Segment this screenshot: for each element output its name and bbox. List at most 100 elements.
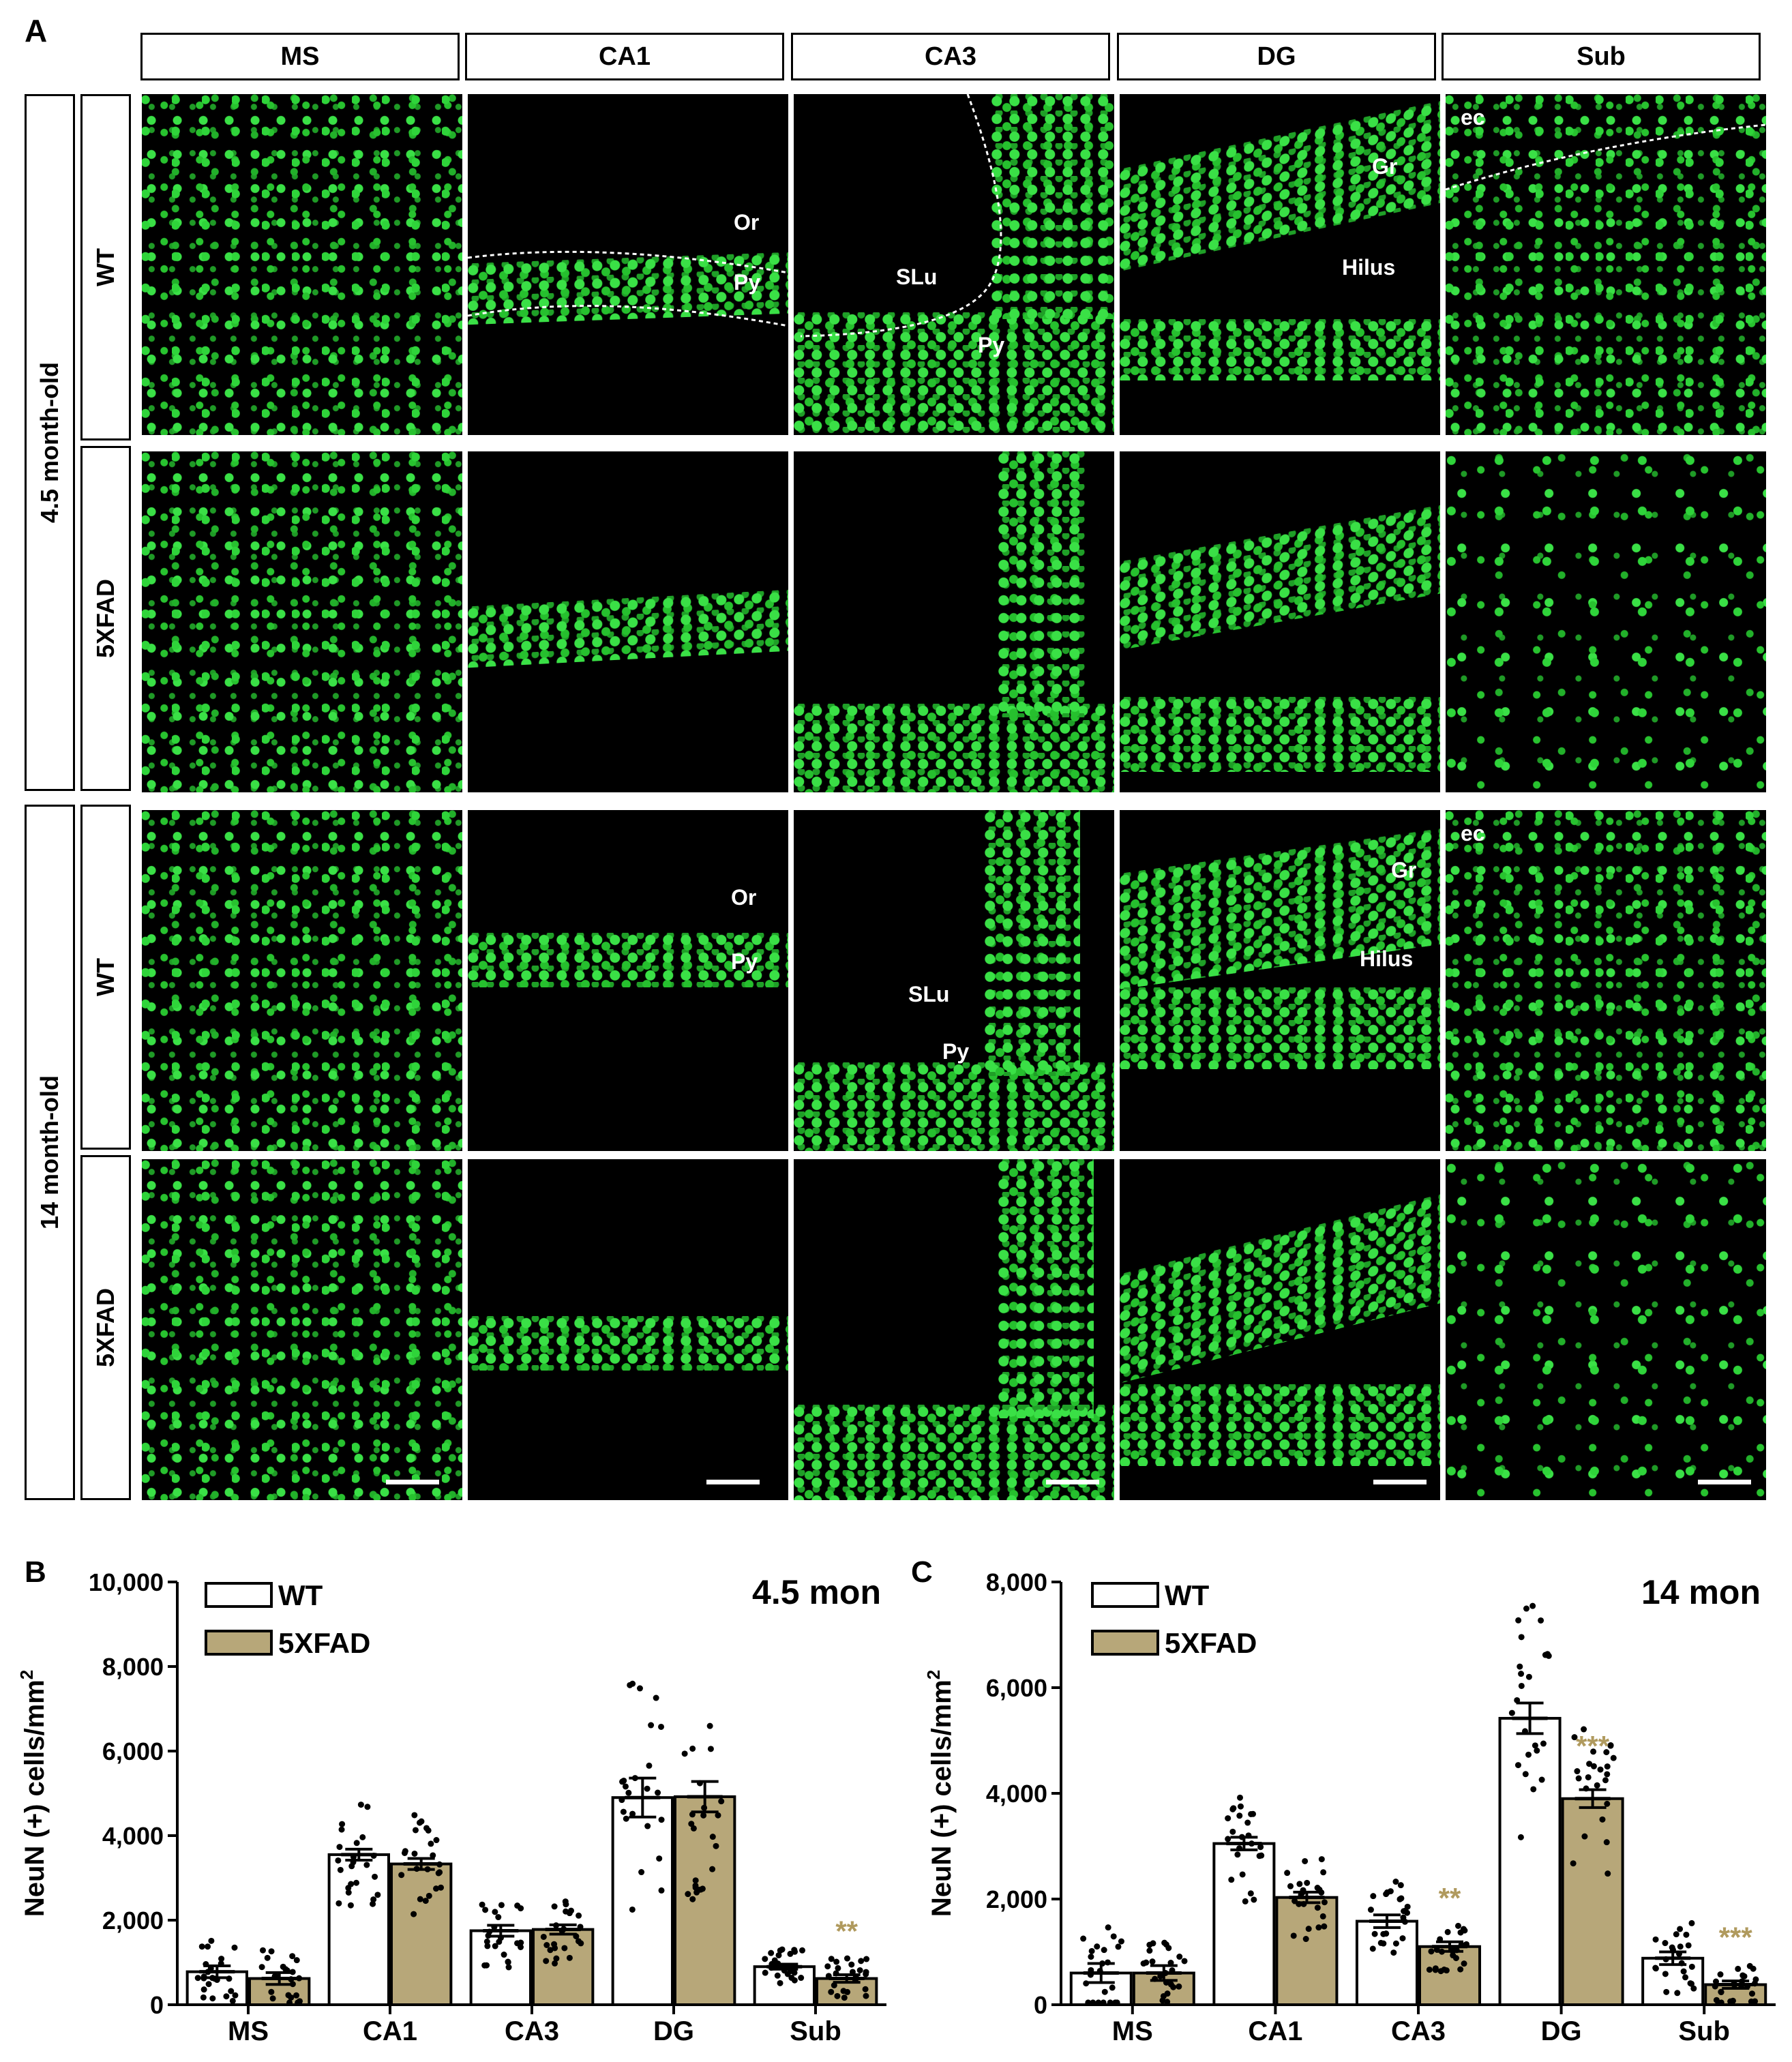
data-dot [655, 1789, 661, 1796]
data-dot [551, 1903, 558, 1910]
data-dot [1610, 1754, 1617, 1761]
data-dot [1181, 1958, 1188, 1964]
data-dot [787, 1950, 794, 1957]
data-dot [1296, 1881, 1303, 1887]
data-dot [1523, 1605, 1529, 1612]
data-dot [625, 1789, 632, 1796]
data-dot [428, 1840, 434, 1847]
data-dot [551, 1941, 558, 1947]
data-dot [1517, 1834, 1524, 1840]
data-dot [194, 1975, 201, 1982]
data-dot [501, 1952, 507, 1958]
x-tick-label: CA1 [363, 2016, 417, 2046]
micrograph-sub-wt-4-5: ec [1446, 94, 1766, 435]
legend-label-5xfad: 5XFAD [1165, 1627, 1257, 1659]
data-dot [620, 1808, 627, 1815]
data-dot [618, 1797, 625, 1804]
bar-5xfad-ca3 [532, 1928, 595, 2007]
micrograph-ca3-5xfad-4-5 [794, 451, 1114, 792]
data-dot [1514, 1762, 1521, 1769]
data-dot [1237, 1803, 1244, 1810]
data-dot [718, 1798, 725, 1805]
data-dot [374, 1892, 381, 1898]
micrograph-ms-wt-14 [142, 810, 462, 1151]
data-dot [1370, 1893, 1377, 1900]
data-dot [229, 1997, 236, 2004]
data-dot [1314, 1885, 1321, 1892]
data-dot [623, 1815, 629, 1822]
data-dot [681, 1750, 688, 1757]
y-tick-label: 10,000 [89, 1568, 164, 1596]
significance-marker: ** [835, 1915, 858, 1947]
data-dot [218, 1956, 225, 1962]
micrograph-dg-wt-14: Gr Hilus [1120, 810, 1440, 1151]
data-dot [231, 1944, 238, 1951]
data-dot [348, 1881, 355, 1887]
data-dot [264, 1954, 271, 1961]
data-dot [1118, 1938, 1124, 1945]
data-dot [1109, 1984, 1116, 1991]
data-dot [1392, 1940, 1399, 1947]
data-dot [410, 1911, 417, 1917]
data-dot [1315, 1924, 1322, 1931]
data-dot [293, 1957, 300, 1964]
data-dot [282, 1966, 289, 1973]
data-dot [1599, 1816, 1606, 1823]
data-dot [411, 1812, 418, 1819]
bar-wt-dg [1498, 1716, 1562, 2006]
data-dot [1460, 1926, 1467, 1932]
data-dot [1604, 1771, 1611, 1778]
data-dot [1604, 1800, 1611, 1807]
data-dot [1114, 1999, 1120, 2006]
label-hilus: Hilus [1342, 255, 1396, 280]
data-dot [709, 1834, 716, 1840]
data-dot [1369, 1945, 1376, 1952]
data-dot [1590, 1763, 1597, 1769]
data-dot [1461, 1960, 1467, 1967]
data-dot [1590, 1748, 1597, 1755]
data-dot [638, 1869, 645, 1876]
age-label-14-month: 14 month-old [25, 805, 75, 1500]
data-dot [483, 1938, 490, 1945]
col-header-ms: MS [140, 33, 460, 80]
data-dot [1256, 1853, 1263, 1859]
data-dot [422, 1898, 429, 1904]
data-dot [658, 1887, 665, 1894]
data-dot [1236, 1812, 1243, 1819]
data-dot [1602, 1777, 1609, 1784]
data-dot [1371, 1930, 1378, 1937]
data-dot [1319, 1913, 1326, 1919]
label-py: Py [978, 333, 1005, 357]
y-axis-label: NeuN (+) cells/mm2 [16, 1670, 50, 1917]
data-dot [685, 1891, 691, 1898]
col-header-ca3: CA3 [791, 33, 1110, 80]
data-dot [430, 1852, 436, 1859]
data-dot [438, 1884, 445, 1891]
data-dot [1534, 1747, 1540, 1754]
data-dot [779, 1946, 786, 1953]
data-dot [1244, 1819, 1251, 1826]
data-dot [335, 1900, 342, 1907]
data-dot [848, 1961, 855, 1968]
data-dot [543, 1941, 550, 1948]
data-dot [1712, 1983, 1718, 1990]
data-dot [259, 1947, 266, 1954]
chart-title: 4.5 mon [752, 1573, 881, 1611]
data-dot [1149, 1958, 1156, 1965]
data-dot [774, 1972, 781, 1979]
data-dot [1387, 1888, 1394, 1895]
legend-swatch-5xfad [1091, 1630, 1159, 1656]
col-header-ca1: CA1 [465, 33, 784, 80]
micrograph-ca3-5xfad-14 [794, 1159, 1114, 1500]
data-dot [338, 1826, 345, 1833]
x-tick-label: MS [1112, 2016, 1153, 2046]
data-dot [688, 1821, 695, 1827]
micrograph-ca3-wt-14: SLu Py [794, 810, 1114, 1151]
bar-wt-ca1 [327, 1853, 391, 2006]
data-dot [505, 1964, 512, 1971]
y-tick-label: 8,000 [986, 1568, 1047, 1596]
data-dot [353, 1879, 360, 1886]
data-dot [791, 1969, 798, 1976]
y-tick-label: 4,000 [102, 1822, 164, 1850]
data-dot [863, 1956, 870, 1962]
